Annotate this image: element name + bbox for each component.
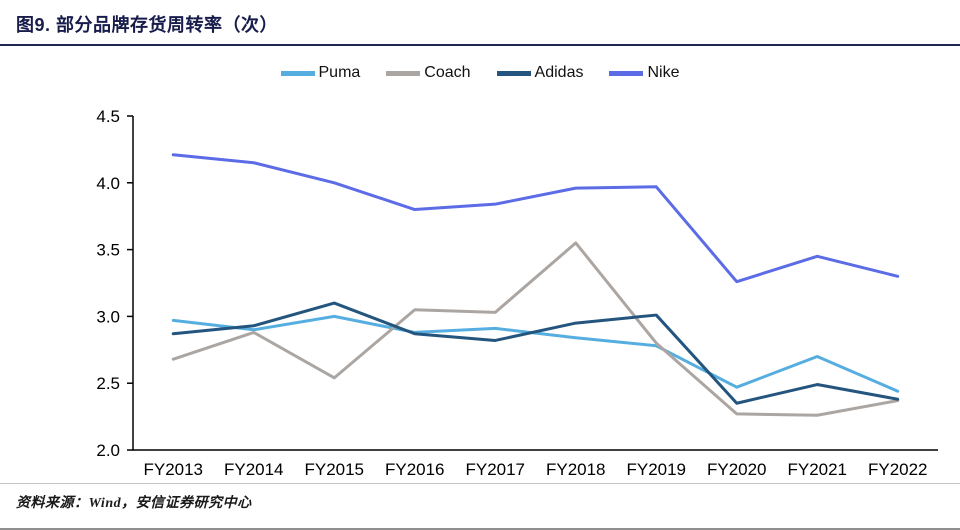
series-line-adidas — [171, 301, 900, 405]
legend-label-coach: Coach — [424, 64, 471, 81]
line-chart-svg: 2.0 2.5 3.0 3.5 4.0 4.5 FY2013 FY2014 FY2015 FY20… — [96, 107, 938, 479]
figure-header: 图9. 部分品牌存货周转率（次） — [0, 0, 960, 46]
y-axis-label: 2.0 — [96, 441, 120, 460]
figure-footer: 资料来源：Wind，安信证券研究中心 — [0, 483, 960, 530]
y-axis-label: 4.5 — [96, 107, 120, 126]
legend-label-adidas: Adidas — [534, 64, 584, 81]
source-text: 资料来源：Wind，安信证券研究中心 — [16, 496, 252, 511]
x-axis-label: FY2019 — [626, 460, 686, 479]
series-line-puma — [171, 314, 900, 393]
x-axis-label: FY2020 — [707, 460, 767, 479]
x-axis-label: FY2022 — [868, 460, 928, 479]
legend-item-coach: Coach — [386, 64, 471, 82]
legend-label-puma: Puma — [318, 64, 361, 81]
axis-lines — [132, 116, 938, 451]
chart-area: 2.0 2.5 3.0 3.5 4.0 4.5 FY2013 FY2014 FY2015 FY20… — [0, 86, 960, 491]
legend-swatch-adidas — [496, 70, 531, 76]
series-line-coach — [171, 241, 900, 417]
x-axis-label: FY2018 — [546, 460, 606, 479]
figure-title: 图9. 部分品牌存货周转率（次） — [16, 15, 279, 35]
legend-item-nike: Nike — [609, 64, 679, 82]
x-axis-label: FY2017 — [465, 460, 525, 479]
x-axis-label: FY2013 — [143, 460, 203, 479]
y-axis-label: 3.5 — [96, 241, 120, 260]
legend-label-nike: Nike — [647, 64, 680, 81]
chart-legend: Puma Coach Adidas Nike — [0, 62, 960, 84]
y-axis-label: 2.5 — [96, 374, 120, 393]
x-axis-label: FY2015 — [304, 460, 364, 479]
legend-swatch-nike — [609, 70, 644, 76]
x-axis-label: FY2014 — [224, 460, 284, 479]
legend-swatch-puma — [280, 70, 315, 76]
x-axis-label: FY2016 — [385, 460, 445, 479]
legend-swatch-coach — [386, 70, 421, 76]
legend-item-adidas: Adidas — [496, 64, 584, 82]
series-line-nike — [171, 153, 900, 284]
y-axis-label: 4.0 — [96, 174, 120, 193]
x-axis-label: FY2021 — [787, 460, 847, 479]
y-axis-label: 3.0 — [96, 307, 120, 326]
legend-item-puma: Puma — [280, 64, 361, 82]
